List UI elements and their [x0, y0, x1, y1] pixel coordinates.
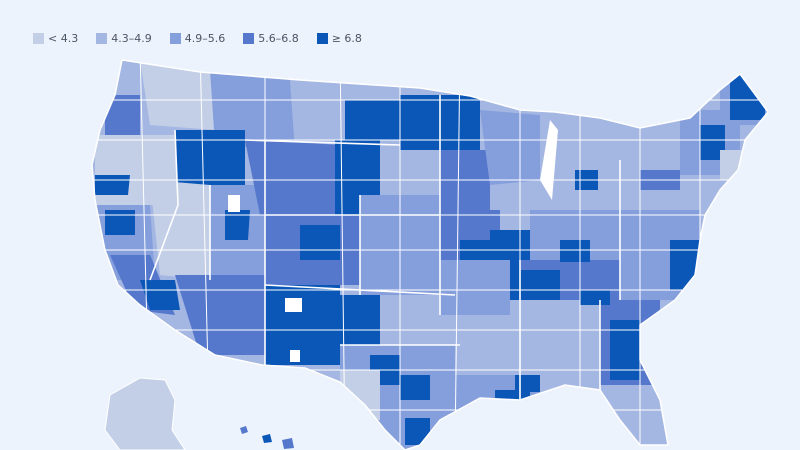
region-memphis-area — [510, 270, 560, 300]
region-louisville — [560, 240, 590, 262]
region-mobile — [515, 375, 540, 392]
region-mass — [720, 150, 760, 180]
legend: < 4.3 4.3–4.9 4.9–5.6 5.6–6.8 ≥ 6.8 — [33, 32, 362, 45]
region-oklahoma — [380, 295, 455, 345]
region-ohio-valley — [530, 210, 620, 260]
legend-item: 4.3–4.9 — [96, 32, 152, 45]
legend-label: 4.9–5.6 — [184, 32, 226, 45]
region-wyo-south — [265, 180, 320, 220]
legend-swatch — [96, 33, 108, 44]
legend-item: < 4.3 — [33, 32, 78, 45]
region-idaho — [175, 130, 245, 190]
legend-swatch — [243, 33, 255, 44]
region-sc — [610, 320, 640, 380]
hawaii-island — [240, 426, 248, 434]
region-nc-west — [580, 290, 610, 305]
region-maine-core — [730, 75, 765, 120]
legend-item: ≥ 6.8 — [316, 32, 362, 45]
state-borders — [149, 95, 621, 450]
region-wa-west — [105, 95, 140, 135]
legend-label: 5.6–6.8 — [258, 32, 299, 45]
region-utah-core — [225, 210, 250, 240]
region-va-coast — [670, 240, 700, 290]
legend-item: 4.9–5.6 — [169, 32, 226, 45]
border-line — [339, 60, 346, 450]
region-new-orleans — [495, 390, 530, 420]
region-missouri — [440, 260, 510, 315]
state-border — [264, 284, 456, 296]
region-co-core — [300, 225, 340, 260]
region-arkansas — [455, 315, 520, 375]
region-florida — [600, 385, 670, 450]
region-sf-bay — [105, 210, 135, 235]
hawaii-island — [282, 438, 294, 449]
hawaii — [240, 426, 294, 449]
region-wa-east — [140, 60, 215, 130]
border-line — [454, 60, 461, 450]
region-tx-panhandle — [340, 295, 380, 345]
region-sd-east — [380, 140, 440, 195]
region-dfw — [400, 375, 430, 400]
region-wisconsin — [480, 110, 540, 185]
region-or-coast — [95, 175, 130, 195]
region-nm-hole-2 — [290, 350, 300, 362]
region-houston — [405, 418, 430, 445]
region-nd — [345, 100, 400, 145]
region-nm-hole — [285, 298, 302, 312]
hawaii-island — [262, 434, 272, 443]
region-new-mexico — [265, 285, 340, 365]
alaska-shape — [104, 377, 186, 450]
region-lake — [228, 195, 240, 212]
legend-swatch — [316, 33, 328, 44]
region-la — [140, 280, 180, 310]
legend-label: < 4.3 — [48, 32, 79, 45]
legend-item: 5.6–6.8 — [243, 32, 299, 45]
region-nevada — [150, 180, 210, 280]
legend-swatch — [33, 33, 44, 44]
alaska — [104, 377, 186, 450]
region-mississippi-alabama — [520, 300, 600, 385]
region-ny-core — [700, 125, 725, 160]
legend-swatch — [169, 33, 181, 44]
region-arizona — [175, 275, 265, 355]
region-tx-big-bend — [340, 370, 380, 420]
state-border — [149, 129, 179, 281]
us-outline — [91, 59, 769, 450]
state-border — [244, 139, 401, 146]
legend-label: ≥ 6.8 — [331, 32, 362, 45]
legend-label: 4.3–4.9 — [111, 32, 152, 45]
